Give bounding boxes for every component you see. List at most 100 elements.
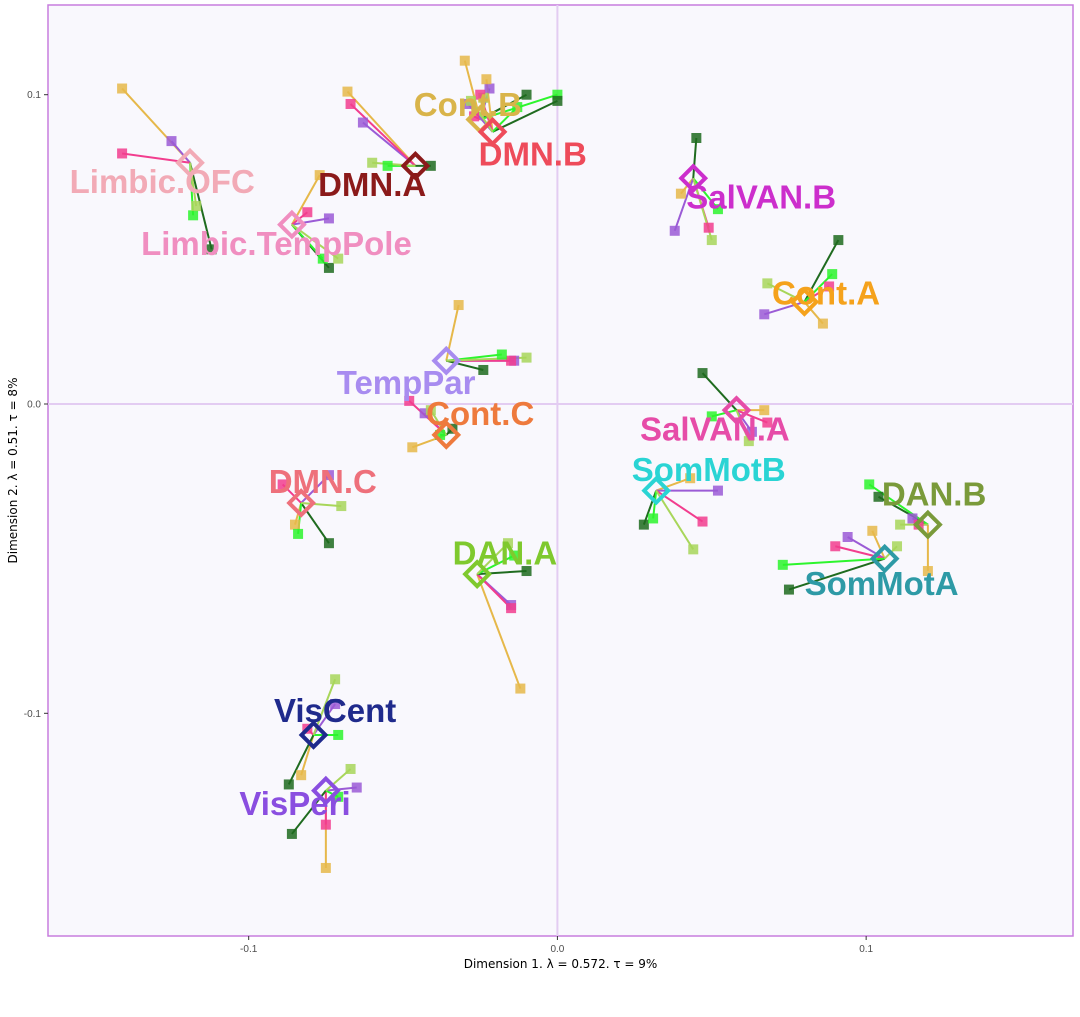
partial-point — [419, 408, 430, 419]
partial-link — [642, 490, 658, 525]
partial-point — [503, 538, 514, 549]
centroid-diamond — [721, 395, 752, 426]
centroid-diamond — [789, 287, 820, 317]
plot-panel — [47, 4, 1074, 937]
network-label: VisCent — [274, 692, 396, 729]
partial-point — [783, 584, 794, 595]
partial-points — [117, 55, 933, 873]
partial-point — [864, 479, 875, 490]
centroid-diamond — [477, 116, 508, 147]
partial-point — [314, 170, 325, 181]
partial-point — [762, 417, 773, 428]
y-tick-label: 0.1 — [27, 90, 41, 101]
partial-link — [868, 483, 929, 526]
partial-point — [333, 253, 344, 264]
partial-link — [492, 99, 558, 133]
partial-point — [367, 157, 378, 168]
partial-point — [286, 828, 297, 839]
partial-point — [117, 148, 128, 159]
partial-link — [325, 786, 357, 792]
centroid-diamond — [462, 559, 492, 589]
partial-point — [512, 102, 523, 113]
partial-point — [342, 86, 353, 97]
x-tick-label: 0.1 — [859, 944, 873, 955]
partial-point — [481, 74, 492, 85]
network-label: SomMotA — [805, 565, 959, 602]
partial-point — [521, 89, 532, 100]
partial-point — [296, 770, 307, 781]
partial-point — [833, 235, 844, 246]
partial-point — [922, 566, 933, 577]
partial-point — [638, 519, 649, 530]
partial-point — [465, 95, 476, 106]
partial-point — [817, 318, 828, 329]
partial-point — [552, 89, 563, 100]
partial-point — [382, 160, 393, 171]
partial-link — [300, 734, 315, 776]
partial-link — [782, 557, 885, 566]
partial-link — [736, 409, 768, 424]
network-label: Limbic.OFC — [70, 163, 255, 200]
partial-point — [317, 253, 328, 264]
partial-point — [830, 541, 841, 552]
centroid-diamond — [277, 209, 307, 240]
partial-point — [323, 262, 334, 273]
partial-point — [407, 442, 418, 453]
partial-point — [484, 83, 495, 94]
partial-link — [735, 409, 750, 442]
partial-point — [873, 491, 884, 502]
partial-point — [827, 269, 838, 280]
partial-point — [867, 525, 878, 536]
y-tick-label: 0.0 — [27, 400, 41, 411]
partial-point — [743, 436, 754, 447]
network-label: TempPar — [337, 364, 476, 401]
centroid-diamond — [913, 509, 943, 540]
partial-point — [283, 779, 294, 790]
partial-link — [372, 161, 416, 167]
partial-link — [655, 490, 695, 550]
partial-point — [117, 83, 128, 94]
x-tick-label: -0.1 — [240, 944, 258, 955]
partial-link — [301, 501, 342, 508]
partial-point — [330, 674, 341, 685]
partial-point — [521, 352, 532, 363]
partial-point — [712, 485, 723, 496]
partial-point — [320, 862, 331, 873]
partial-link — [692, 137, 698, 179]
y-axis-title: Dimension 2. λ = 0.51. τ = 8% — [6, 378, 20, 564]
network-label: DAN.B — [882, 476, 987, 513]
partial-point — [824, 281, 835, 292]
partial-link — [476, 573, 522, 689]
partial-point — [453, 300, 464, 311]
partial-point — [191, 201, 202, 212]
centroid-diamond — [431, 345, 462, 376]
partial-point — [302, 207, 313, 218]
partial-point — [496, 349, 507, 360]
centroid-diamond — [311, 775, 341, 806]
partial-link — [189, 162, 198, 207]
partial-point — [706, 235, 717, 246]
x-axis-ticks: -0.1 0.0 0.1 — [240, 936, 874, 955]
partial-point — [895, 519, 906, 530]
partial-link — [477, 570, 527, 576]
partial-point — [685, 473, 696, 484]
partial-link — [763, 300, 805, 316]
partial-link — [312, 703, 336, 736]
partial-point — [277, 479, 288, 490]
partial-point — [320, 819, 331, 830]
partial-point — [688, 544, 699, 555]
partial-point — [459, 55, 470, 66]
partial-point — [509, 550, 520, 561]
partial-point — [706, 411, 717, 422]
partial-point — [506, 355, 517, 366]
partial-point — [762, 278, 773, 289]
network-labels: Limbic.OFC Limbic.TempPole DMN.A Cont.B DMN.… — [70, 86, 987, 822]
partial-point — [188, 210, 199, 221]
partial-point — [351, 782, 362, 793]
partial-link — [346, 90, 417, 167]
partial-point — [669, 225, 680, 236]
centroid-diamond — [641, 475, 672, 506]
partial-point — [323, 213, 334, 224]
partial-point — [345, 98, 356, 109]
partial-link — [446, 359, 484, 371]
